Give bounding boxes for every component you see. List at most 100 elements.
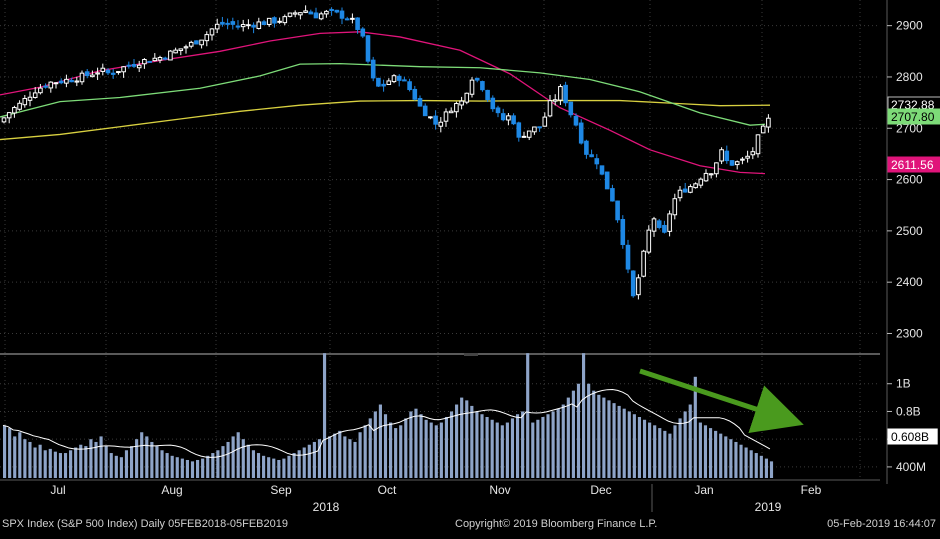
volume-bar xyxy=(307,444,311,478)
month-label: Jul xyxy=(50,483,65,497)
candle-body xyxy=(261,21,267,26)
candle-body xyxy=(376,77,381,87)
candle-body xyxy=(542,116,548,127)
volume-bar xyxy=(485,417,489,478)
candle-body xyxy=(396,75,402,81)
volume-bar xyxy=(739,444,743,478)
price-tick-label: 2900 xyxy=(896,19,923,33)
volume-bar xyxy=(8,428,12,478)
volume-bar xyxy=(322,353,327,478)
candle-body xyxy=(64,78,69,84)
volume-bar xyxy=(653,425,657,478)
candle-body xyxy=(594,158,600,165)
candle-body xyxy=(84,71,90,77)
volume-bar xyxy=(150,441,154,478)
candle-body xyxy=(646,229,652,253)
volume-bar xyxy=(622,408,626,478)
candle-body xyxy=(615,200,620,221)
candle-body xyxy=(651,218,657,232)
volume-tick-label: 0.8B xyxy=(896,404,921,418)
volume-bar xyxy=(353,441,357,478)
candle-body xyxy=(168,50,173,61)
volume-bar xyxy=(394,428,398,478)
volume-bar xyxy=(53,451,57,478)
candle-body xyxy=(521,135,527,138)
candle-body xyxy=(428,116,433,119)
volume-bar xyxy=(673,425,677,478)
volume-bar xyxy=(297,450,301,478)
volume-bar xyxy=(617,405,621,478)
volume-bar xyxy=(338,430,342,478)
ma-200-line xyxy=(0,99,771,141)
candle-body xyxy=(324,10,329,15)
candle-body xyxy=(256,21,262,29)
volume-bar xyxy=(419,414,423,478)
candle-body xyxy=(474,77,480,81)
candle-body xyxy=(698,178,704,186)
volume-bar xyxy=(155,446,159,478)
volume-bar xyxy=(383,414,388,478)
candle-body xyxy=(199,39,204,46)
volume-bar xyxy=(439,422,443,478)
volume-bar xyxy=(648,422,652,478)
last-value-label-bg xyxy=(887,428,938,445)
volume-bar xyxy=(480,414,484,478)
volume-bar xyxy=(312,441,316,478)
volume-bar xyxy=(201,458,205,478)
price-tick-label: 2400 xyxy=(896,275,923,289)
candle-body xyxy=(136,64,142,69)
candle-body xyxy=(443,111,449,122)
month-label: Jan xyxy=(694,483,713,497)
candle-body xyxy=(246,24,251,27)
volume-bar xyxy=(510,418,515,478)
volume-bar xyxy=(302,447,306,478)
candle-body xyxy=(298,12,303,16)
candle-body xyxy=(90,74,95,78)
candle-body xyxy=(734,161,740,166)
candle-body xyxy=(464,92,470,103)
volume-bar xyxy=(114,455,118,478)
candle-body xyxy=(209,28,215,36)
volume-bar xyxy=(521,411,525,478)
candle-body xyxy=(355,17,360,30)
candle-body xyxy=(240,24,246,28)
candle-body xyxy=(74,80,80,83)
volume-bar xyxy=(145,436,149,478)
volume-bar xyxy=(754,453,758,478)
volume-bar xyxy=(607,400,611,478)
volume-bar xyxy=(399,425,403,478)
volume-bar xyxy=(236,432,240,478)
volume-bar xyxy=(703,425,708,478)
month-label: Dec xyxy=(590,483,611,497)
candle-body xyxy=(766,117,771,128)
volume-bar xyxy=(140,432,144,478)
price-tick-label: 2600 xyxy=(896,173,923,187)
volume-bar xyxy=(495,422,499,478)
candle-body xyxy=(703,172,709,182)
volume-bar xyxy=(74,447,78,478)
candle-body xyxy=(194,40,199,45)
volume-bar xyxy=(429,422,433,478)
volume-bar xyxy=(460,397,464,478)
volume-bar xyxy=(292,453,296,478)
candle-body xyxy=(391,75,397,83)
copyright-text: Copyright© 2019 Bloomberg Finance L.P. xyxy=(455,518,658,530)
candle-body xyxy=(745,155,750,159)
volume-bar xyxy=(84,446,88,478)
candle-body xyxy=(448,110,454,114)
volume-bar xyxy=(566,397,570,478)
candle-body xyxy=(755,134,761,155)
volume-bar xyxy=(434,425,438,478)
volume-bar xyxy=(216,450,220,478)
candle-body xyxy=(417,98,423,107)
candle-body xyxy=(526,130,532,138)
candle-body xyxy=(511,115,516,125)
candle-body xyxy=(162,57,168,60)
candle-body xyxy=(22,97,28,106)
candle-body xyxy=(381,83,386,87)
candle-body xyxy=(17,102,22,110)
candle-body xyxy=(625,244,631,270)
volume-bar xyxy=(328,436,332,478)
candle-body xyxy=(584,140,589,155)
volume-bar xyxy=(170,455,174,478)
